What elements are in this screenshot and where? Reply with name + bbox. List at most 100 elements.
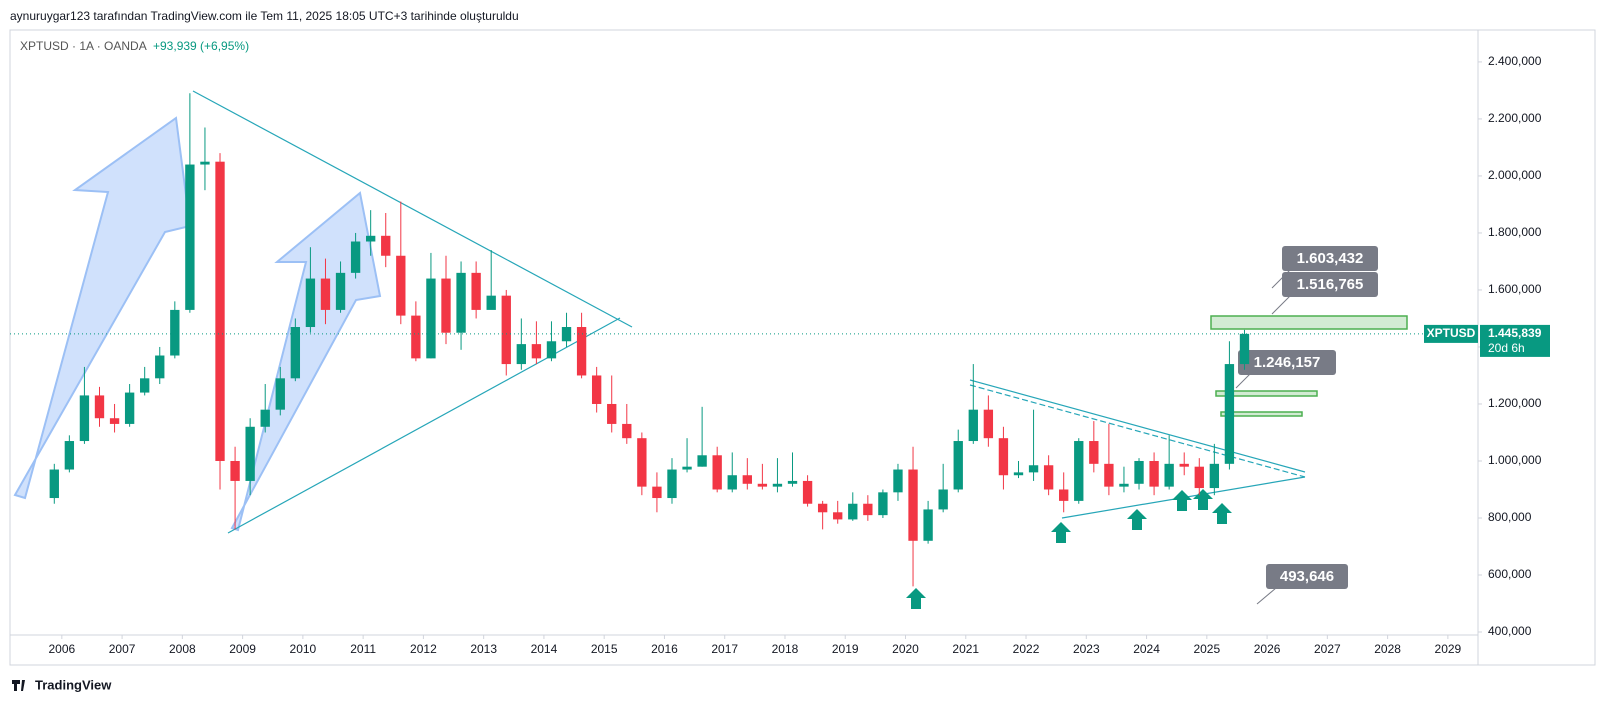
x-tick-label: 2022 (1013, 642, 1040, 656)
candle-body (215, 161, 225, 461)
candle-body (381, 235, 391, 256)
plot: 400,000 600,000 800,000 1.000,000 1.200,000 1… (10, 54, 1550, 656)
candle-body (531, 344, 542, 359)
candle-body (456, 272, 466, 333)
candle-body (305, 278, 316, 328)
candle-body (1104, 463, 1114, 487)
candle-body (712, 455, 722, 490)
candle-body (426, 278, 436, 359)
callout-box (1282, 272, 1378, 297)
x-tick-label: 2019 (832, 642, 859, 656)
frame (9, 29, 1596, 666)
candle-body (109, 418, 120, 424)
candle-body (290, 327, 301, 379)
candle-body (546, 341, 557, 359)
candle-body (667, 469, 677, 499)
up-marker (1127, 509, 1147, 530)
x-tick-label: 2007 (109, 642, 136, 656)
candle-body (923, 509, 933, 541)
candle-body (772, 483, 783, 487)
candle-body (848, 503, 858, 520)
price-tag-symbol-box (1424, 324, 1478, 343)
candle-body (350, 241, 361, 273)
candle-body (155, 355, 165, 379)
price-tag-value: 1.445,839 (1488, 326, 1542, 340)
candle-body (833, 512, 843, 520)
zone (1210, 315, 1408, 330)
up-marker (1172, 490, 1192, 511)
y-tick-label: 800,000 (1488, 510, 1532, 524)
candle-body (260, 409, 270, 427)
candle-body (366, 235, 376, 242)
x-tick-label: 2026 (1254, 642, 1281, 656)
candle-body (1089, 441, 1099, 464)
x-tick-label: 2008 (169, 642, 196, 656)
candle-body (637, 438, 647, 487)
candle-body (908, 469, 918, 541)
zone (1220, 411, 1303, 417)
x-tick-label: 2023 (1073, 642, 1100, 656)
candle-body (411, 315, 421, 359)
candle-body (1059, 489, 1069, 501)
callout-label: 493,646 (1280, 568, 1334, 585)
x-tick-label: 2012 (410, 642, 437, 656)
x-tick-label: 2013 (470, 642, 497, 656)
candle-body (787, 480, 798, 484)
y-tick-label: 2.200,000 (1488, 111, 1542, 125)
x-tick-label: 2025 (1193, 642, 1220, 656)
candle-body (802, 480, 813, 504)
x-tick-label: 2028 (1374, 642, 1401, 656)
markers (906, 489, 1232, 609)
zone (1215, 390, 1318, 397)
candle-body (516, 344, 526, 365)
callout-box (1266, 564, 1348, 589)
arrow-drawing (13, 116, 192, 500)
candle-body (335, 272, 346, 310)
candle-body (200, 161, 210, 165)
y-tick-label: 1.600,000 (1488, 282, 1542, 296)
candle-body (953, 441, 963, 490)
candle-body (742, 475, 752, 484)
candle-body (1194, 466, 1204, 489)
callout-box (1238, 350, 1336, 375)
x-tick-label: 2011 (350, 642, 376, 656)
candle-body (441, 278, 451, 333)
candle-body (607, 403, 617, 424)
up-marker (1193, 489, 1213, 510)
candle-body (576, 327, 587, 376)
candle-body (1028, 465, 1039, 473)
callouts: 1.603,432 1.516,765 1.246,157 493,646 (1235, 246, 1378, 605)
x-tick-label: 2016 (651, 642, 678, 656)
candle-body (727, 475, 737, 490)
candle-body (501, 295, 511, 365)
trendline (969, 379, 1306, 473)
x-tick-label: 2021 (952, 642, 979, 656)
y-tick-label: 1.200,000 (1488, 396, 1542, 410)
x-tick-label: 2006 (48, 642, 75, 656)
y-tick-label: 600,000 (1488, 567, 1532, 581)
callout-label: 1.246,157 (1254, 354, 1321, 371)
candle-body (622, 423, 632, 439)
candle-body (1134, 460, 1144, 484)
candle-body (1074, 441, 1084, 501)
candle-body (471, 272, 481, 310)
candle-body (275, 378, 285, 410)
price-tag-box (1480, 324, 1550, 357)
y-tick-label: 2.400,000 (1488, 54, 1542, 68)
y-tick-label: 400,000 (1488, 624, 1532, 638)
header: aynuruygar123 tarafından TradingView.com… (10, 9, 519, 23)
candle-body (1013, 472, 1024, 476)
logo: TradingView (12, 677, 112, 692)
candle-body (1043, 465, 1054, 490)
price-tag-symbol: XPTUSD (1427, 326, 1476, 340)
candle-body (682, 466, 692, 470)
change: +93,939 (+6,95%) (153, 39, 249, 53)
countdown: 20d 6h (1488, 341, 1525, 355)
x-tick-label: 2009 (229, 642, 256, 656)
candle-body (1224, 364, 1235, 464)
candle-body (998, 438, 1009, 476)
candle-body (893, 469, 903, 493)
candle-body (1119, 483, 1129, 487)
y-tick-label: 1.000,000 (1488, 453, 1542, 467)
